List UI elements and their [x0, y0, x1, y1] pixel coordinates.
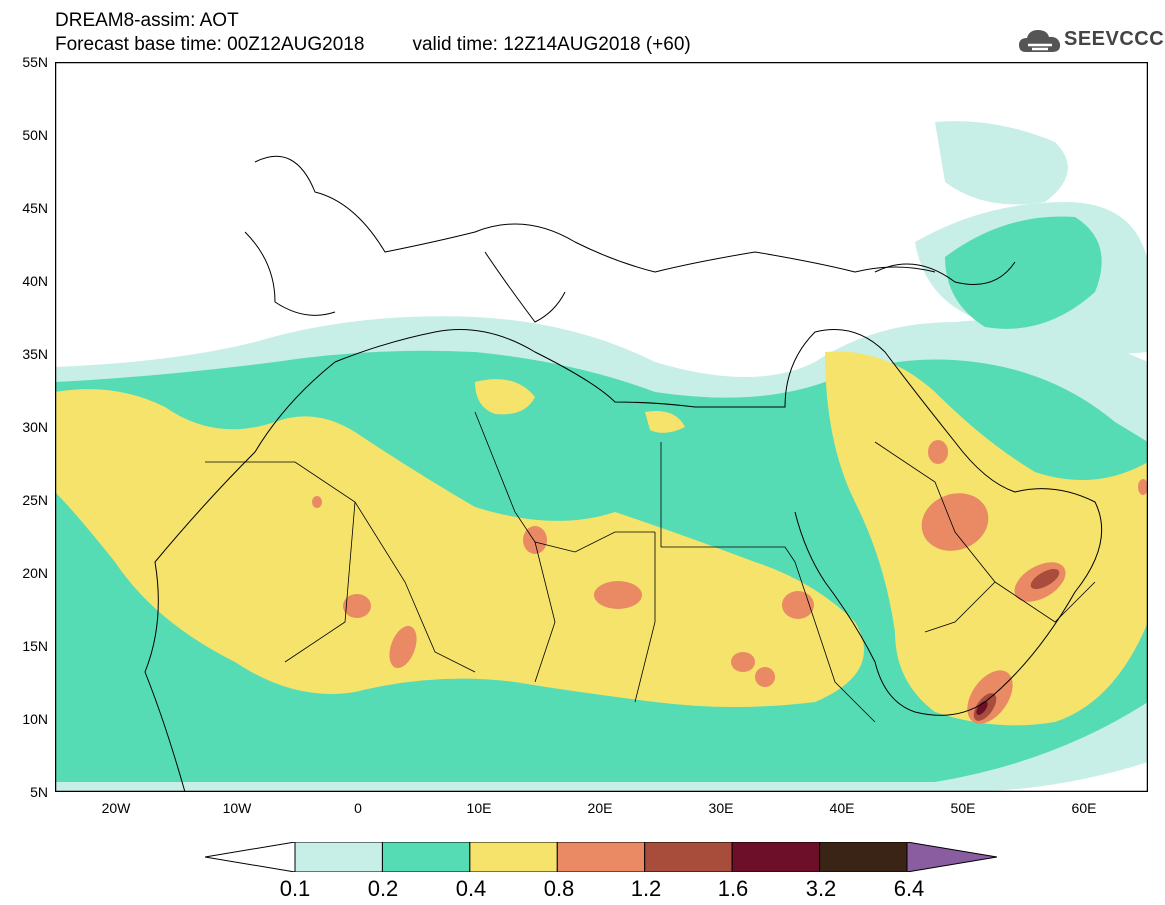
colorbar-label: 1.2: [630, 876, 662, 901]
coastlines: [144, 155, 1103, 793]
lon-label: 40E: [829, 800, 855, 816]
lat-label: 50N: [22, 127, 48, 143]
lat-label: 5N: [30, 784, 48, 800]
aot-level-1-6: [976, 701, 988, 715]
colorbar-swatch: [731, 841, 821, 873]
colorbar-under-triangle: [204, 841, 296, 873]
colorbar-label: 0.1: [279, 876, 311, 901]
colorbar-swatch: [469, 841, 558, 873]
colorbar-label: 0.4: [455, 876, 487, 901]
logo-text: SEEVCCC: [1064, 28, 1165, 50]
colorbar-label: 0.2: [367, 876, 399, 901]
lat-label: 25N: [22, 492, 48, 508]
aot-map: [54, 61, 1149, 793]
lon-label: 30E: [708, 800, 734, 816]
lon-label: 10W: [222, 800, 252, 816]
lat-label: 45N: [22, 200, 48, 216]
colorbar-swatch: [556, 841, 646, 873]
aot-level-0-8: [312, 440, 1148, 724]
seevccc-logo: SEEVCCC: [1018, 26, 1164, 56]
map-title: DREAM8-assim: AOT: [55, 10, 239, 31]
lon-label: 10E: [466, 800, 492, 816]
cloud-icon: [1019, 30, 1061, 52]
base-time: Forecast base time: 00Z12AUG2018: [55, 34, 365, 55]
map-area: [54, 61, 1149, 793]
colorbar-swatches: [204, 841, 998, 873]
valid-time: valid time: 12Z14AUG2018 (+60): [412, 34, 691, 55]
colorbar-swatch: [819, 841, 908, 873]
lon-label: 20W: [101, 800, 131, 816]
colorbar-over-triangle: [906, 841, 998, 873]
lon-label: 20E: [587, 800, 613, 816]
colorbar-swatch: [644, 841, 733, 873]
lat-label: 35N: [22, 346, 48, 362]
colorbar-label: 3.2: [805, 876, 837, 901]
colorbar-label: 6.4: [893, 876, 925, 901]
colorbar-swatch: [381, 841, 471, 873]
lat-label: 15N: [22, 638, 48, 654]
lat-label: 55N: [22, 54, 48, 70]
colorbar-swatch: [294, 841, 383, 873]
lon-label: 60E: [1071, 800, 1097, 816]
lat-label: 10N: [22, 711, 48, 727]
lat-label: 30N: [22, 419, 48, 435]
lon-label: 50E: [950, 800, 976, 816]
colorbar-label: 1.6: [717, 876, 749, 901]
lat-label: 40N: [22, 273, 48, 289]
colorbar-label: 0.8: [543, 876, 575, 901]
forecast-times: Forecast base time: 00Z12AUG2018 valid ti…: [55, 34, 691, 56]
aot-level-0-4: [55, 351, 1148, 726]
lat-label: 20N: [22, 565, 48, 581]
country-borders: [205, 411, 1096, 723]
lon-label: 0: [354, 800, 362, 816]
colorbar: [204, 841, 998, 873]
